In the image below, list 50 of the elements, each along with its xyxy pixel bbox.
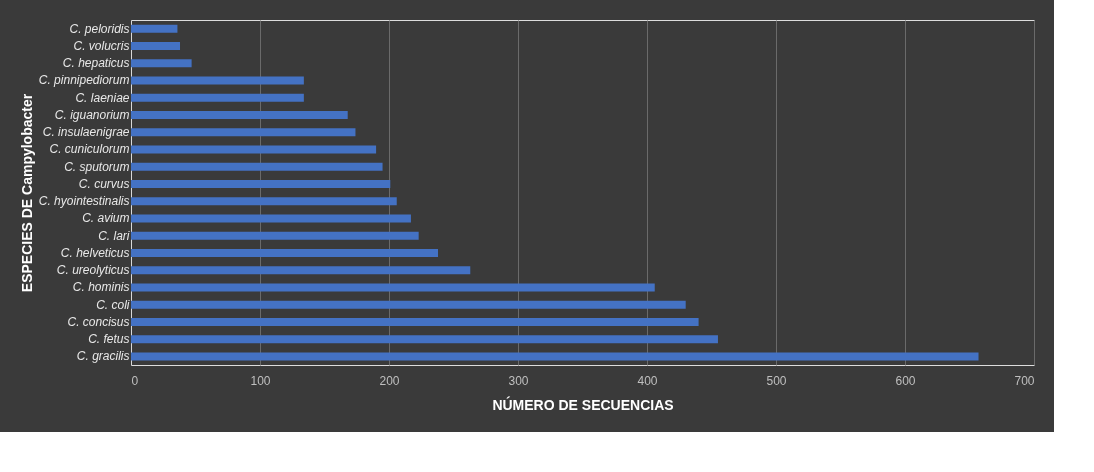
bar xyxy=(131,352,979,361)
y-tick-label: C. volucris xyxy=(73,38,130,53)
bar xyxy=(131,317,699,326)
bar xyxy=(131,231,419,240)
bar xyxy=(131,266,471,275)
y-axis-title: ESPECIES DE Campylobacter xyxy=(18,93,35,293)
y-tick-label: C. iguanorium xyxy=(54,107,130,122)
x-tick-label: 200 xyxy=(379,373,400,388)
y-tick-label: C. gracilis xyxy=(76,349,130,364)
bar xyxy=(131,197,397,206)
y-tick-label: C. ureolyticus xyxy=(56,263,130,278)
x-tick-label: 600 xyxy=(895,373,916,388)
bar xyxy=(131,41,181,50)
y-tick-label: C. pinnipediorum xyxy=(38,73,130,88)
bar xyxy=(131,59,192,68)
x-tick-label: 100 xyxy=(250,373,271,388)
x-tick-label: 400 xyxy=(637,373,658,388)
y-tick-label: C. concisus xyxy=(67,314,130,329)
y-tick-label: C. lari xyxy=(98,228,130,243)
bar xyxy=(131,283,655,292)
y-tick-label: C. avium xyxy=(82,211,130,226)
y-tick-label: C. fetus xyxy=(88,332,130,347)
y-tick-label: C. hominis xyxy=(72,280,130,295)
bar xyxy=(131,128,356,137)
bar xyxy=(131,145,377,154)
bar xyxy=(131,162,383,171)
bar xyxy=(131,76,304,85)
bar xyxy=(131,214,411,223)
bar xyxy=(131,93,304,102)
y-tick-label: C. curvus xyxy=(78,176,130,191)
y-tick-label: C. cuniculorum xyxy=(49,142,130,157)
bar xyxy=(131,110,348,119)
bar xyxy=(131,300,686,309)
bar xyxy=(131,24,178,33)
x-tick-label: 300 xyxy=(508,373,529,388)
x-tick-label: 700 xyxy=(1014,373,1035,388)
y-tick-label: C. insulaenigrae xyxy=(42,125,130,140)
x-axis-title: NÚMERO DE SECUENCIAS xyxy=(492,395,674,413)
y-tick-label: C. sputorum xyxy=(64,159,130,174)
x-tick-label: 0 xyxy=(131,373,139,388)
bar xyxy=(131,335,718,344)
y-tick-label: C. laeniae xyxy=(75,90,130,105)
y-tick-label: C. hyointestinalis xyxy=(38,194,130,209)
y-tick-label: C. peloridis xyxy=(69,21,130,36)
bar xyxy=(131,179,391,188)
y-tick-label: C. hepaticus xyxy=(62,56,130,71)
y-tick-label: C. helveticus xyxy=(60,245,130,260)
y-tick-label: C. coli xyxy=(96,297,130,312)
x-tick-label: 500 xyxy=(766,373,787,388)
bar xyxy=(131,248,439,257)
